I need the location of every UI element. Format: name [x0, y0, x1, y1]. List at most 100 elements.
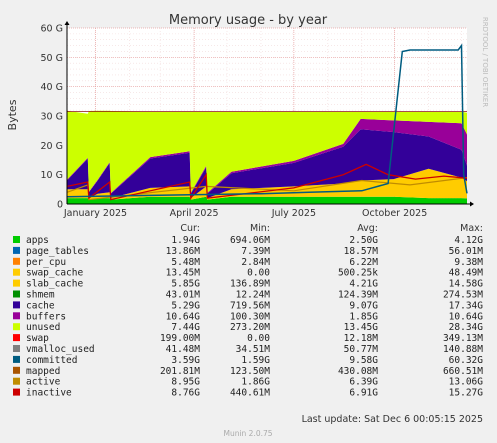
legend-value: 13.45M — [166, 268, 201, 279]
legend-header: Avg: — [357, 223, 378, 234]
legend-name: unused — [26, 322, 60, 333]
legend-swatch — [13, 388, 20, 396]
legend-swatch — [13, 355, 20, 363]
legend-header: Cur: — [180, 223, 200, 234]
legend-swatch — [13, 366, 20, 374]
last-update: Last update: Sat Dec 6 00:05:15 2025 — [302, 414, 483, 425]
legend-value: 6.91G — [349, 388, 378, 399]
chart-title: Memory usage - by year — [169, 13, 328, 28]
legend-value: 12.24M — [236, 290, 271, 301]
line-inactive — [66, 163, 468, 201]
legend-name: swap_cache — [26, 268, 83, 279]
y-tick-label: 0 — [57, 200, 63, 211]
legend-name: page_tables — [26, 246, 89, 257]
legend-value: 140.88M — [443, 344, 483, 355]
legend-value: 6.39G — [349, 377, 378, 388]
legend-value: 15.27G — [449, 388, 484, 399]
x-tick-label: January 2025 — [63, 208, 127, 219]
legend-value: 2.50G — [349, 235, 378, 246]
legend-value: 6.22M — [349, 257, 378, 268]
legend-value: 136.89M — [230, 279, 270, 290]
legend-value: 18.57M — [344, 246, 379, 257]
munin-footer: Munin 2.0.75 — [223, 429, 272, 438]
x-axis-arrow — [470, 201, 474, 207]
legend-name: committed — [26, 355, 77, 366]
legend-swatch — [13, 246, 20, 254]
legend-value: 10.64G — [166, 311, 201, 322]
y-tick-label: 20 G — [41, 141, 63, 152]
legend-swatch — [13, 377, 20, 385]
legend-name: shmem — [26, 290, 55, 301]
legend-value: 8.76G — [171, 388, 200, 399]
legend-value: 28.34G — [449, 322, 484, 333]
legend-name: apps — [26, 235, 49, 246]
legend-value: 1.86G — [241, 377, 270, 388]
legend-value: 0.00 — [247, 268, 270, 279]
rrdtool-credit: RRDTOOL / TOBI OETIKER — [481, 17, 489, 107]
legend-value: 14.58G — [449, 279, 484, 290]
legend-value: 12.18M — [344, 333, 379, 344]
legend-swatch — [13, 301, 20, 309]
legend-name: mapped — [26, 366, 60, 377]
legend-value: 123.50M — [230, 366, 270, 377]
y-tick-label: 60 G — [41, 24, 63, 35]
area-cache — [67, 129, 467, 199]
legend-value: 274.53M — [443, 290, 483, 301]
legend-value: 48.49M — [449, 268, 484, 279]
legend-value: 430.08M — [338, 366, 378, 377]
legend-swatch — [13, 257, 20, 265]
legend-header: Max: — [460, 223, 483, 234]
y-tick-label: 50 G — [41, 53, 63, 64]
legend-value: 60.32G — [449, 355, 484, 366]
legend-value: 1.59G — [241, 355, 270, 366]
legend-value: 0.00 — [247, 333, 270, 344]
legend-value: 10.64G — [449, 311, 484, 322]
legend-swatch — [13, 279, 20, 287]
legend-value: 56.01M — [449, 246, 484, 257]
legend-value: 7.39M — [241, 246, 270, 257]
x-tick-label: April 2025 — [170, 208, 219, 219]
y-axis-arrow — [64, 21, 70, 25]
legend-value: 100.30M — [230, 311, 270, 322]
legend-value: 440.61M — [230, 388, 270, 399]
legend-value: 50.77M — [344, 344, 379, 355]
y-tick-label: 10 G — [41, 170, 63, 181]
legend-value: 17.34G — [449, 300, 484, 311]
axes: 0 10 G 20 G 30 G 40 G 50 G 60 G January 2025 Apr… — [41, 21, 474, 219]
legend-swatch — [13, 236, 20, 243]
legend-swatch — [13, 290, 20, 298]
legend: Cur: Min: Avg: Max: apps 1.94G 694.06M 2.50G 4.1… — [13, 223, 483, 399]
legend-value: 199.00M — [160, 333, 200, 344]
legend-name: swap — [26, 333, 49, 344]
legend-name: active — [26, 377, 61, 388]
legend-swatch — [13, 268, 20, 276]
area-apps — [67, 196, 467, 204]
legend-value: 9.58G — [349, 355, 378, 366]
y-tick-label: 40 G — [41, 82, 63, 93]
x-tick-label: October 2025 — [362, 208, 427, 219]
legend-value: 5.29G — [171, 300, 200, 311]
area-slab_cache — [67, 168, 467, 200]
y-axis-label: Bytes — [6, 99, 19, 130]
legend-value: 5.48M — [171, 257, 200, 268]
legend-name: buffers — [26, 311, 66, 322]
legend-name: slab_cache — [26, 279, 83, 290]
legend-value: 13.06G — [449, 377, 484, 388]
legend-value: 694.06M — [230, 235, 270, 246]
legend-value: 124.39M — [338, 290, 378, 301]
line-committed — [66, 43, 468, 198]
legend-value: 4.12G — [454, 235, 483, 246]
legend-value: 9.07G — [349, 300, 378, 311]
legend-value: 2.84M — [241, 257, 270, 268]
legend-value: 13.86M — [166, 246, 201, 257]
legend-value: 34.51M — [236, 344, 271, 355]
legend-value: 43.01M — [166, 290, 201, 301]
legend-name: per_cpu — [26, 257, 66, 268]
legend-value: 1.85G — [349, 311, 378, 322]
area-buffers — [67, 118, 467, 194]
legend-value: 41.48M — [166, 344, 201, 355]
legend-name: inactive — [26, 388, 72, 399]
legend-swatch — [13, 334, 20, 342]
legend-value: 8.95G — [171, 377, 200, 388]
